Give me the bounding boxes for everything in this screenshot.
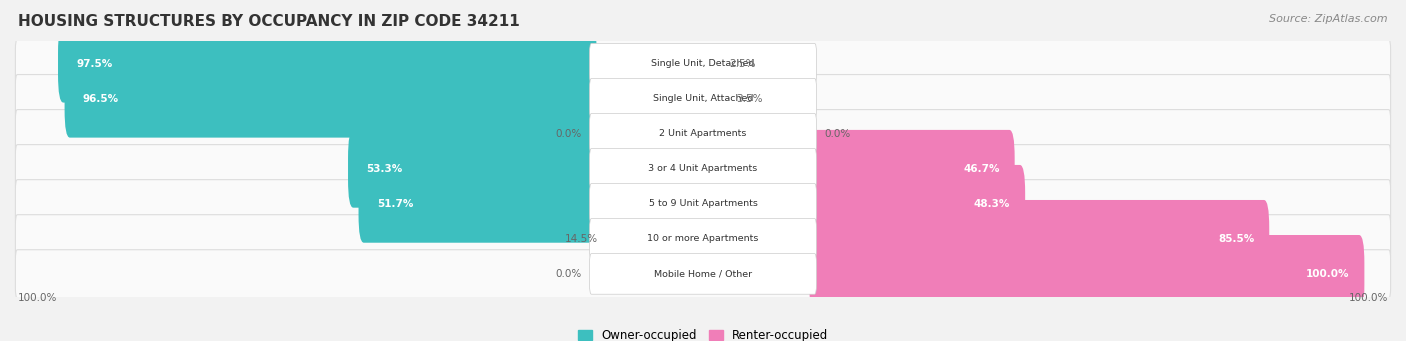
Text: 100.0%: 100.0% [17, 293, 56, 303]
FancyBboxPatch shape [589, 114, 817, 154]
FancyBboxPatch shape [15, 250, 1391, 298]
Text: 0.0%: 0.0% [824, 129, 851, 139]
FancyBboxPatch shape [15, 40, 1391, 88]
FancyBboxPatch shape [589, 219, 817, 259]
Text: 0.0%: 0.0% [555, 269, 582, 279]
Text: 10 or more Apartments: 10 or more Apartments [647, 234, 759, 243]
FancyBboxPatch shape [15, 180, 1391, 228]
Legend: Owner-occupied, Renter-occupied: Owner-occupied, Renter-occupied [572, 325, 834, 341]
FancyBboxPatch shape [589, 43, 817, 84]
Text: 0.0%: 0.0% [555, 129, 582, 139]
Text: 97.5%: 97.5% [76, 59, 112, 69]
FancyBboxPatch shape [65, 60, 596, 138]
FancyBboxPatch shape [349, 130, 596, 208]
Text: 14.5%: 14.5% [565, 234, 598, 244]
Text: 51.7%: 51.7% [377, 199, 413, 209]
FancyBboxPatch shape [589, 254, 817, 294]
Text: 100.0%: 100.0% [1350, 293, 1389, 303]
FancyBboxPatch shape [15, 215, 1391, 263]
Text: 46.7%: 46.7% [963, 164, 1000, 174]
Text: Mobile Home / Other: Mobile Home / Other [654, 269, 752, 278]
FancyBboxPatch shape [589, 148, 817, 189]
FancyBboxPatch shape [58, 25, 596, 103]
Text: Single Unit, Detached: Single Unit, Detached [651, 59, 755, 68]
Text: 5 to 9 Unit Apartments: 5 to 9 Unit Apartments [648, 199, 758, 208]
FancyBboxPatch shape [15, 109, 1391, 158]
FancyBboxPatch shape [810, 235, 1364, 313]
Text: 85.5%: 85.5% [1218, 234, 1254, 244]
Text: Source: ZipAtlas.com: Source: ZipAtlas.com [1270, 14, 1388, 24]
FancyBboxPatch shape [589, 78, 817, 119]
Text: 48.3%: 48.3% [974, 199, 1010, 209]
Text: Single Unit, Attached: Single Unit, Attached [652, 94, 754, 103]
Text: 2 Unit Apartments: 2 Unit Apartments [659, 129, 747, 138]
FancyBboxPatch shape [15, 75, 1391, 123]
Text: 2.5%: 2.5% [730, 59, 756, 69]
Text: 53.3%: 53.3% [367, 164, 402, 174]
FancyBboxPatch shape [15, 145, 1391, 193]
Text: 3 or 4 Unit Apartments: 3 or 4 Unit Apartments [648, 164, 758, 173]
Text: 3.5%: 3.5% [735, 94, 762, 104]
FancyBboxPatch shape [810, 165, 1025, 243]
Text: HOUSING STRUCTURES BY OCCUPANCY IN ZIP CODE 34211: HOUSING STRUCTURES BY OCCUPANCY IN ZIP C… [18, 14, 520, 29]
FancyBboxPatch shape [589, 183, 817, 224]
FancyBboxPatch shape [359, 165, 596, 243]
Text: 96.5%: 96.5% [83, 94, 120, 104]
Text: 100.0%: 100.0% [1306, 269, 1350, 279]
FancyBboxPatch shape [810, 130, 1015, 208]
FancyBboxPatch shape [810, 200, 1270, 278]
